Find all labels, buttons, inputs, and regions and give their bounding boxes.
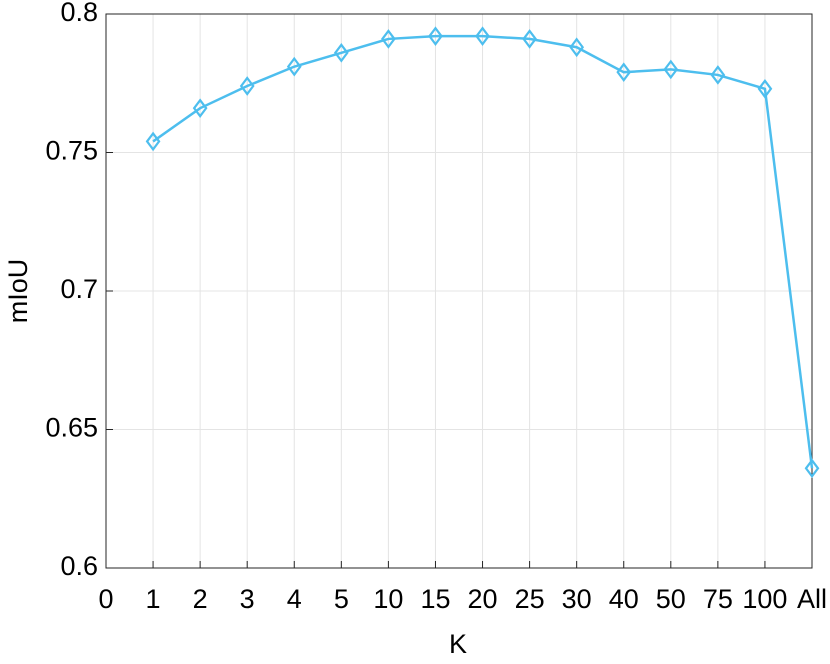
- marker: [804, 458, 820, 479]
- plot-frame: [105, 13, 813, 569]
- x-tick-label: 40: [609, 584, 639, 614]
- x-axis-label: K: [449, 629, 467, 659]
- y-tick-label: 0.8: [60, 0, 98, 27]
- x-tick-label: All: [797, 584, 827, 614]
- marker: [333, 42, 349, 63]
- y-tick-label: 0.7: [60, 274, 98, 304]
- data-line: [152, 34, 814, 469]
- x-tick-label: 50: [656, 584, 686, 614]
- marker: [569, 37, 585, 58]
- x-tick-label: 0: [98, 584, 113, 614]
- y-tick-label: 0.75: [45, 136, 98, 166]
- x-tick-label: 2: [193, 584, 208, 614]
- x-tick-label: 25: [515, 584, 545, 614]
- y-tick-label: 0.65: [45, 413, 98, 443]
- marker: [239, 76, 255, 96]
- x-tick-label: 75: [703, 584, 733, 614]
- marker: [616, 62, 632, 83]
- marker: [145, 131, 161, 152]
- y-tick-label: 0.6: [60, 551, 98, 581]
- marker: [522, 29, 537, 49]
- x-tick-label: 15: [420, 584, 450, 614]
- x-tick-label: 100: [742, 584, 787, 614]
- marker: [286, 56, 302, 77]
- marker: [192, 98, 208, 119]
- x-tick-label: 3: [240, 584, 255, 614]
- x-tick-label: 5: [334, 584, 349, 614]
- x-tick-label: 1: [146, 584, 161, 614]
- x-tick-label: 20: [468, 584, 498, 614]
- marker: [381, 29, 396, 49]
- x-tick-label: 4: [287, 584, 302, 614]
- marker: [710, 65, 726, 85]
- y-axis-label: mIoU: [3, 259, 33, 324]
- marker: [475, 26, 490, 46]
- x-tick-label: 10: [373, 584, 403, 614]
- marker: [428, 26, 443, 46]
- marker: [757, 78, 773, 99]
- marker: [663, 59, 679, 80]
- x-tick-label: 30: [562, 584, 592, 614]
